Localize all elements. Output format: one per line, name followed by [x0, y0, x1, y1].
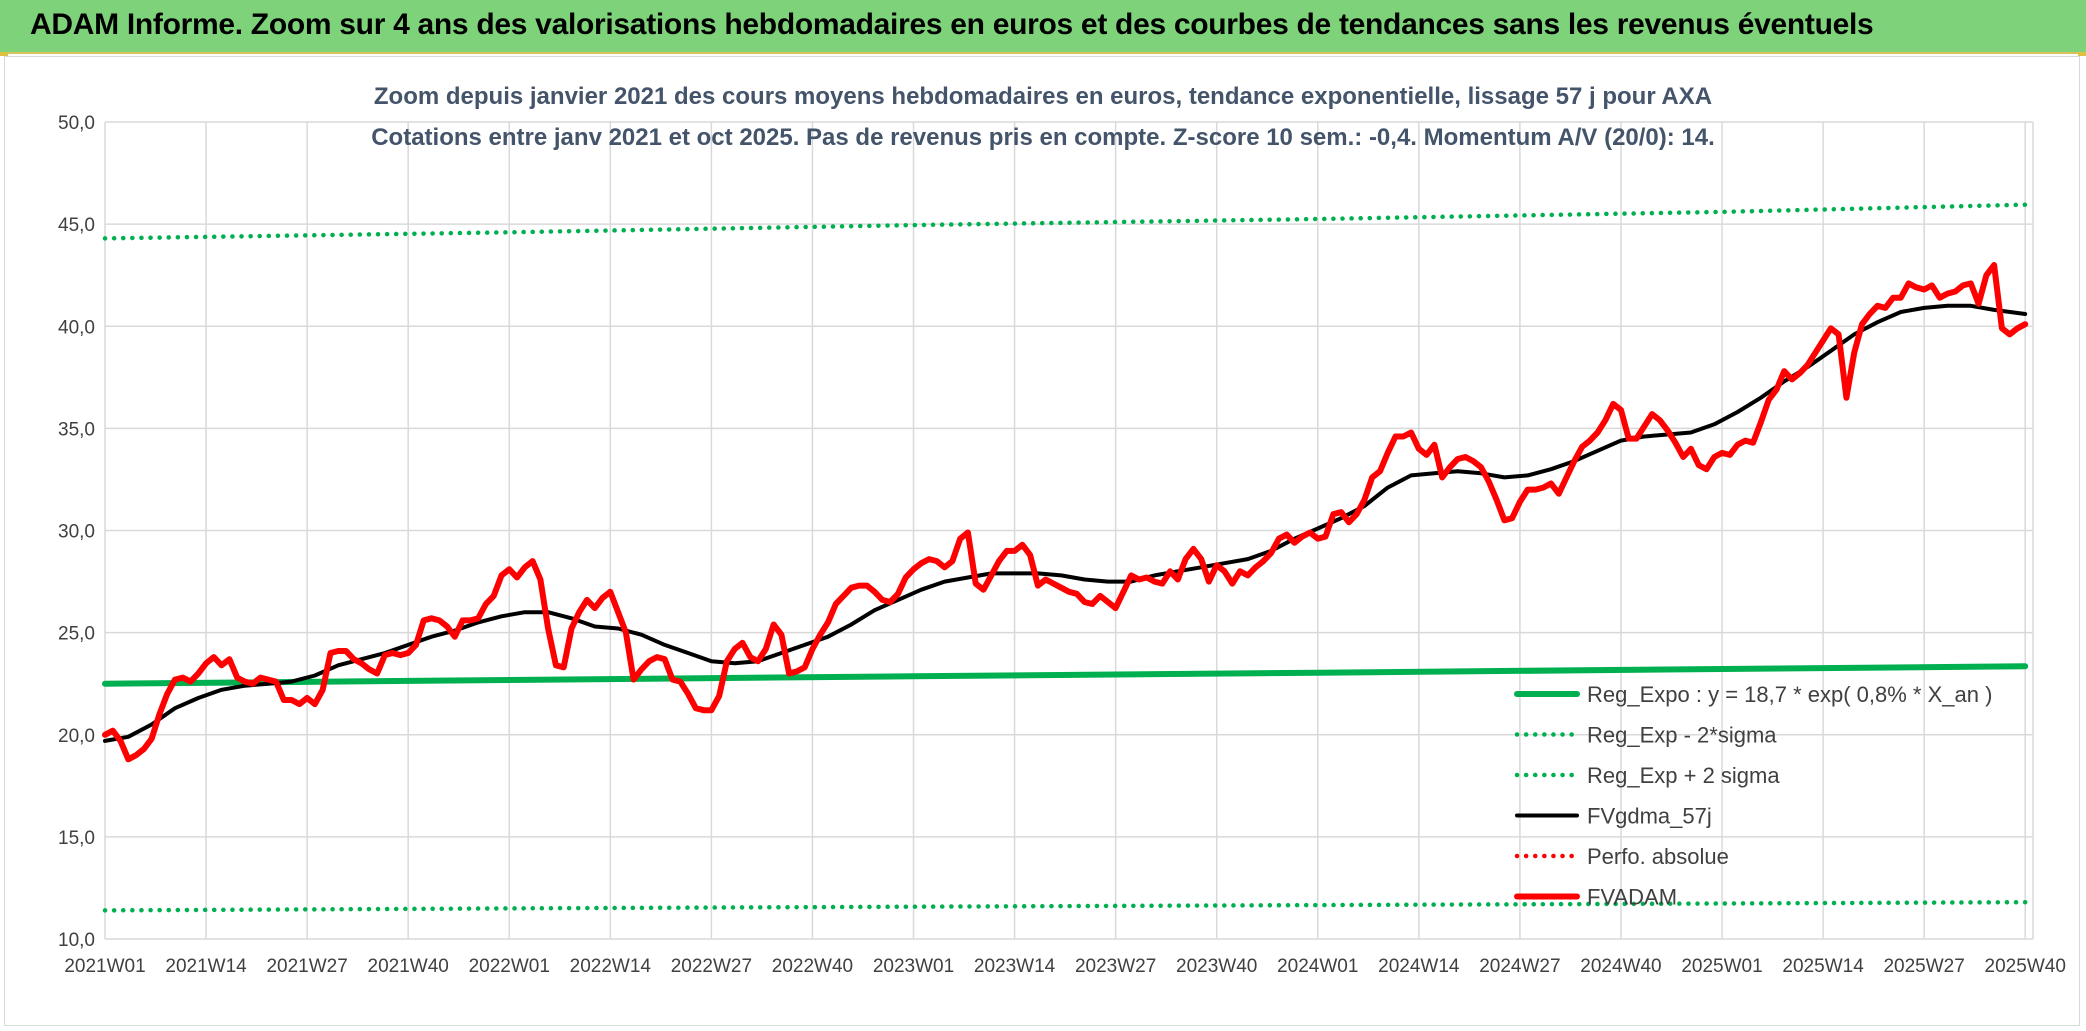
x-tick-label: 2024W01: [1277, 956, 1358, 977]
chart-title-line-2: Cotations entre janv 2021 et oct 2025. P…: [371, 124, 1715, 151]
y-tick-label: 30,0: [58, 522, 95, 543]
y-tick-label: 10,0: [58, 930, 95, 951]
x-tick-label: 2022W14: [570, 956, 652, 977]
grid-layer: [104, 121, 2034, 940]
x-tick-label: 2022W01: [469, 956, 550, 977]
series-line-1: [102, 899, 2028, 913]
x-tick-label: 2021W40: [368, 956, 449, 977]
chart-frame: 10,0 15,0 20,0 25,0 30,0 35,0 40,0 45,0 50,0 2021…: [4, 56, 2080, 1026]
y-tick-label: 50,0: [58, 113, 95, 134]
x-tick-label: 2025W27: [1883, 956, 1964, 977]
x-tick-label: 2023W40: [1176, 956, 1257, 977]
report-banner: ADAM Informe. Zoom sur 4 ans des valoris…: [0, 0, 2086, 54]
x-tick-label: 2024W14: [1378, 956, 1460, 977]
x-tick-label: 2023W01: [873, 956, 954, 977]
legend-label: FVgdma_57j: [1587, 804, 1712, 829]
y-tick-label: 40,0: [58, 317, 95, 338]
x-tick-label: 2024W40: [1580, 956, 1661, 977]
x-tick-label: 2025W01: [1681, 956, 1762, 977]
x-tick-label: 2022W27: [671, 956, 752, 977]
y-tick-label: 35,0: [58, 419, 95, 440]
x-tick-label: 2025W14: [1782, 956, 1864, 977]
legend-label: Perfo. absolue: [1587, 844, 1729, 869]
y-tick-label: 15,0: [58, 828, 95, 849]
report-title: ADAM Informe. Zoom sur 4 ans des valoris…: [30, 8, 1874, 41]
series-line-2: [102, 202, 2028, 241]
legend-label: Reg_Expo : y = 18,7 * exp( 0,8% * X_an ): [1587, 682, 1992, 707]
y-tick-label: 45,0: [58, 215, 95, 236]
series-line-3: [103, 303, 2028, 743]
x-tick-label: 2021W27: [266, 956, 347, 977]
series-line-0: [102, 663, 2029, 687]
series-layer: [102, 202, 2029, 913]
y-tick-label: 20,0: [58, 726, 95, 747]
x-tick-label: 2024W27: [1479, 956, 1560, 977]
banner-accent-left: [0, 52, 8, 56]
x-tick-label: 2023W14: [974, 956, 1056, 977]
axis-layer: 10,0 15,0 20,0 25,0 30,0 35,0 40,0 45,0 50,0 2021…: [58, 113, 2066, 977]
series-line-5: [102, 262, 2029, 763]
x-tick-label: 2023W27: [1075, 956, 1156, 977]
x-tick-label: 2022W40: [772, 956, 853, 977]
legend-label: FVADAM: [1587, 885, 1677, 910]
x-tick-label: 2025W40: [1985, 956, 2066, 977]
y-tick-label: 25,0: [58, 624, 95, 645]
x-tick-label: 2021W14: [165, 956, 247, 977]
legend-label: Reg_Exp - 2*sigma: [1587, 723, 1777, 748]
chart-legend: Reg_Expo : y = 18,7 * exp( 0,8% * X_an )…: [1514, 682, 1992, 910]
x-tick-label: 2021W01: [64, 956, 145, 977]
legend-label: Reg_Exp + 2 sigma: [1587, 763, 1780, 788]
line-chart: 10,0 15,0 20,0 25,0 30,0 35,0 40,0 45,0 50,0 2021…: [58, 83, 2066, 977]
banner-accent-right: [2078, 52, 2086, 56]
chart-title-line-1: Zoom depuis janvier 2021 des cours moyen…: [374, 83, 1712, 110]
